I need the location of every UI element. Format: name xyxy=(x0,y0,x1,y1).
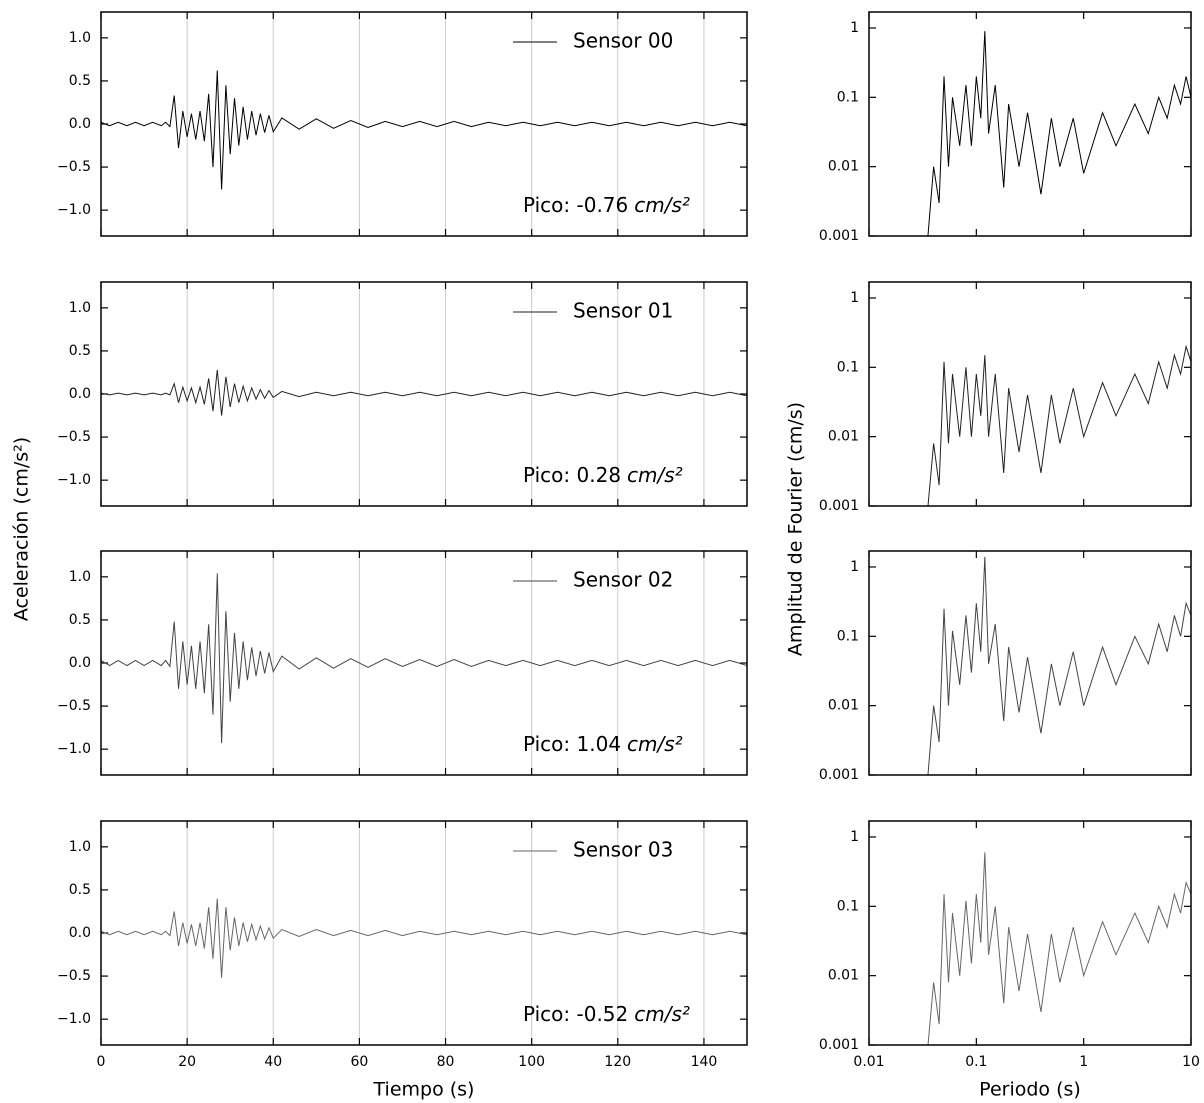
plot-frame xyxy=(100,550,748,776)
y-tick-label: 1.0 xyxy=(69,569,91,585)
series-line xyxy=(101,70,747,190)
x-tick-label: 1 xyxy=(1079,1054,1088,1070)
series-line xyxy=(101,369,747,416)
x-tick-label: 40 xyxy=(264,1054,282,1070)
peak-label: Pico: 1.04 xyxy=(523,732,621,756)
y-tick-label: 0.1 xyxy=(837,89,859,105)
x-axis-label: Periodo (s) xyxy=(979,1079,1081,1101)
x-tick-label: 80 xyxy=(437,1054,455,1070)
series-line xyxy=(927,344,1191,506)
y-tick-label: −1.0 xyxy=(57,1011,91,1027)
peak-annotation: Pico: 0.28 cm/s² xyxy=(523,463,683,487)
legend-label: Sensor 01 xyxy=(573,299,673,323)
peak-annotation: Pico: 1.04 cm/s² xyxy=(523,732,683,756)
y-tick-label: 0.0 xyxy=(69,925,91,941)
plot-frame xyxy=(100,820,748,1046)
y-tick-label: 0.01 xyxy=(828,429,859,445)
y-tick-label: 0.01 xyxy=(828,159,859,175)
y-tick-label: 0.0 xyxy=(69,655,91,671)
peak-unit: cm/s² xyxy=(627,463,683,487)
peak-label: Pico: -0.52 xyxy=(523,1002,628,1026)
y-tick-label: 0.001 xyxy=(819,767,859,783)
y-tick-label: 1.0 xyxy=(69,300,91,316)
x-tick-label: 0 xyxy=(97,1054,106,1070)
series-line xyxy=(101,573,747,744)
y-tick-label: 0.1 xyxy=(837,898,859,914)
y-tick-label: 0.5 xyxy=(69,882,91,898)
y-tick-label: −0.5 xyxy=(57,698,91,714)
series-line xyxy=(927,556,1191,775)
y-tick-label: 1.0 xyxy=(69,839,91,855)
x-tick-label: 0.1 xyxy=(965,1054,987,1070)
plot-frame xyxy=(868,281,1192,507)
y-tick-label: 1.0 xyxy=(69,30,91,46)
plot-frame xyxy=(868,11,1192,237)
x-tick-label: 20 xyxy=(178,1054,196,1070)
peak-unit: cm/s² xyxy=(634,1002,690,1026)
y-tick-label: 0.1 xyxy=(837,628,859,644)
plot-frame xyxy=(100,11,748,237)
peak-label: Pico: 0.28 xyxy=(523,463,621,487)
y-tick-label: 1 xyxy=(850,290,859,306)
y-axis-label: Aceleración (cm/s²) xyxy=(11,437,33,621)
peak-annotation: Pico: -0.52 cm/s² xyxy=(523,1002,690,1026)
plot-frame xyxy=(100,281,748,507)
x-tick-label: 120 xyxy=(604,1054,631,1070)
y-tick-label: 0.001 xyxy=(819,498,859,514)
y-tick-label: −0.5 xyxy=(57,968,91,984)
y-tick-label: −0.5 xyxy=(57,159,91,175)
peak-annotation: Pico: -0.76 cm/s² xyxy=(523,193,690,217)
y-tick-label: 0.001 xyxy=(819,228,859,244)
y-tick-label: 0.1 xyxy=(837,359,859,375)
series-line xyxy=(101,898,747,978)
y-tick-label: 0.5 xyxy=(69,612,91,628)
y-tick-label: 1 xyxy=(850,20,859,36)
x-tick-label: 10 xyxy=(1182,1054,1200,1070)
y-tick-label: −1.0 xyxy=(57,202,91,218)
y-tick-label: 0.5 xyxy=(69,73,91,89)
y-tick-label: 0.01 xyxy=(828,698,859,714)
y-tick-label: 1 xyxy=(850,829,859,845)
plot-frame xyxy=(868,820,1192,1046)
legend-label: Sensor 02 xyxy=(573,568,673,592)
y-tick-label: 1 xyxy=(850,559,859,575)
y-tick-label: −1.0 xyxy=(57,741,91,757)
y-tick-label: 0.0 xyxy=(69,386,91,402)
peak-label: Pico: -0.76 xyxy=(523,193,628,217)
x-axis-label: Tiempo (s) xyxy=(373,1079,475,1101)
series-line xyxy=(927,31,1191,236)
y-tick-label: 0.01 xyxy=(828,968,859,984)
peak-unit: cm/s² xyxy=(627,732,683,756)
x-tick-label: 140 xyxy=(691,1054,718,1070)
series-line xyxy=(927,852,1191,1045)
y-tick-label: 0.001 xyxy=(819,1037,859,1053)
x-tick-label: 100 xyxy=(518,1054,545,1070)
y-tick-label: 0.5 xyxy=(69,343,91,359)
y-tick-label: −0.5 xyxy=(57,429,91,445)
x-tick-label: 60 xyxy=(350,1054,368,1070)
y-tick-label: 0.0 xyxy=(69,116,91,132)
peak-unit: cm/s² xyxy=(634,193,690,217)
y-tick-label: −1.0 xyxy=(57,472,91,488)
x-tick-label: 0.01 xyxy=(853,1054,884,1070)
legend-label: Sensor 00 xyxy=(573,29,673,53)
legend-label: Sensor 03 xyxy=(573,838,673,862)
y-axis-label: Amplitud de Fourier (cm/s) xyxy=(785,402,807,656)
plot-frame xyxy=(868,550,1192,776)
